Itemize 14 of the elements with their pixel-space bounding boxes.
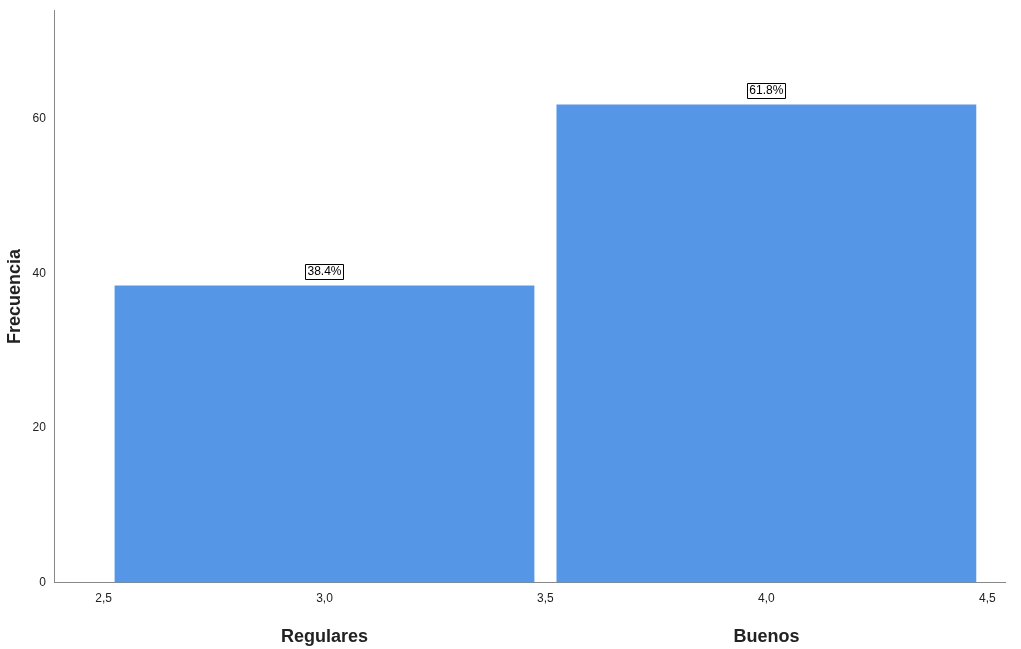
y-tick-label: 40 [32, 265, 47, 280]
text: Regulares [280, 625, 369, 646]
y-tick-label: 0 [39, 574, 47, 589]
x-tick-label: 3,5 [537, 591, 555, 606]
x-tick-label: 4,5 [978, 591, 996, 606]
y-axis-title: Frecuencia [3, 247, 24, 344]
y-tick-label: 60 [32, 110, 47, 125]
x-tick-label: 4,0 [758, 591, 776, 606]
data-label: 61.8% [749, 82, 784, 97]
y-tick-label: 20 [32, 420, 47, 435]
data-label: 38.4% [307, 263, 342, 278]
x-tick-label: 3,0 [316, 591, 334, 606]
text: Buenos [733, 625, 800, 646]
x-tick-label: 2,5 [95, 591, 113, 606]
